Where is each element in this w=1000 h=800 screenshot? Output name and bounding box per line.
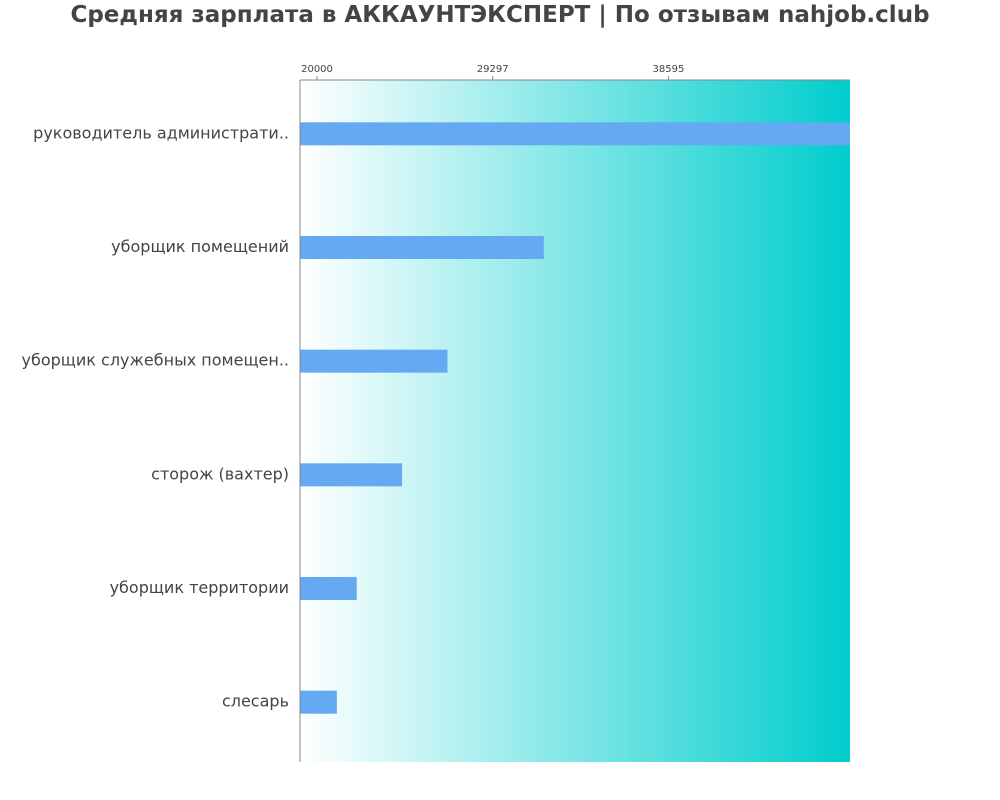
- bar-0: [300, 122, 850, 146]
- x-tick-label-0: 20000: [301, 64, 333, 75]
- category-label-3: сторож (вахтер): [151, 464, 289, 483]
- bar-5: [300, 690, 337, 714]
- plot-background: [300, 80, 850, 762]
- category-label-0: руководитель администрати..: [33, 123, 289, 142]
- category-label-2: уборщик служебных помещен..: [22, 351, 289, 370]
- bar-3: [300, 463, 403, 487]
- category-label-5: слесарь: [222, 692, 289, 711]
- category-label-4: уборщик территории: [110, 578, 289, 597]
- bar-2: [300, 349, 448, 373]
- x-tick-label-2: 38595: [653, 64, 685, 75]
- x-tick-label-1: 29297: [477, 64, 509, 75]
- bar-1: [300, 236, 544, 259]
- chart-title: Средняя зарплата в АККАУНТЭКСПЕРТ | По о…: [70, 2, 930, 28]
- bar-4: [300, 577, 357, 600]
- category-label-1: уборщик помещений: [111, 237, 289, 256]
